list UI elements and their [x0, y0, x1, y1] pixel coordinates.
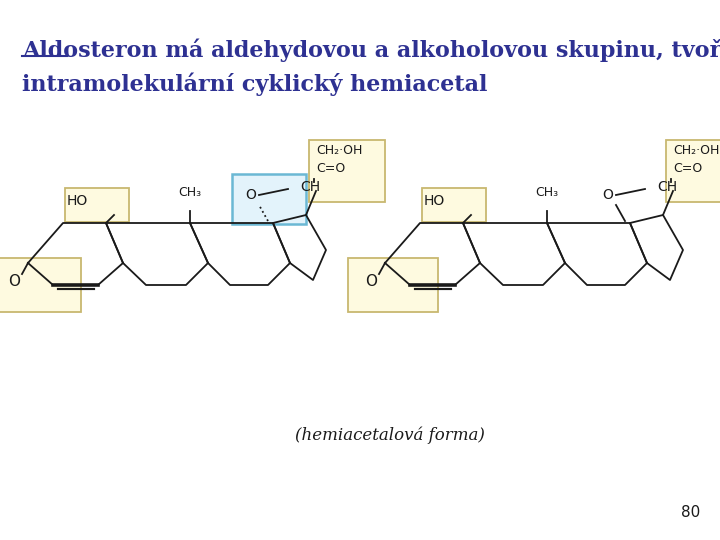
Text: CH₂·OH: CH₂·OH: [316, 145, 362, 158]
FancyBboxPatch shape: [422, 188, 486, 222]
Text: O: O: [246, 188, 256, 202]
Text: C=O: C=O: [673, 163, 702, 176]
Text: intramolekulární cyklický hemiacetal: intramolekulární cyklický hemiacetal: [22, 72, 487, 96]
Text: HO: HO: [67, 194, 88, 208]
Text: HO: HO: [424, 194, 445, 208]
Text: O: O: [603, 188, 613, 202]
FancyBboxPatch shape: [65, 188, 129, 222]
Text: C=O: C=O: [316, 163, 346, 176]
Text: Aldosteron má aldehydovou a alkoholovou skupinu, tvoří: Aldosteron má aldehydovou a alkoholovou …: [22, 38, 720, 62]
Text: CH: CH: [300, 180, 320, 194]
FancyBboxPatch shape: [666, 140, 720, 202]
FancyBboxPatch shape: [309, 140, 385, 202]
Text: (hemiacetalová forma): (hemiacetalová forma): [295, 426, 485, 444]
Text: 80: 80: [680, 505, 700, 520]
Text: O: O: [8, 273, 20, 288]
Text: O: O: [365, 273, 377, 288]
Text: CH₃: CH₃: [536, 186, 559, 199]
FancyBboxPatch shape: [348, 258, 438, 312]
Text: CH₃: CH₃: [179, 186, 202, 199]
FancyBboxPatch shape: [0, 258, 81, 312]
Text: CH: CH: [657, 180, 677, 194]
FancyBboxPatch shape: [232, 174, 306, 224]
Text: CH₂·OH: CH₂·OH: [673, 145, 719, 158]
